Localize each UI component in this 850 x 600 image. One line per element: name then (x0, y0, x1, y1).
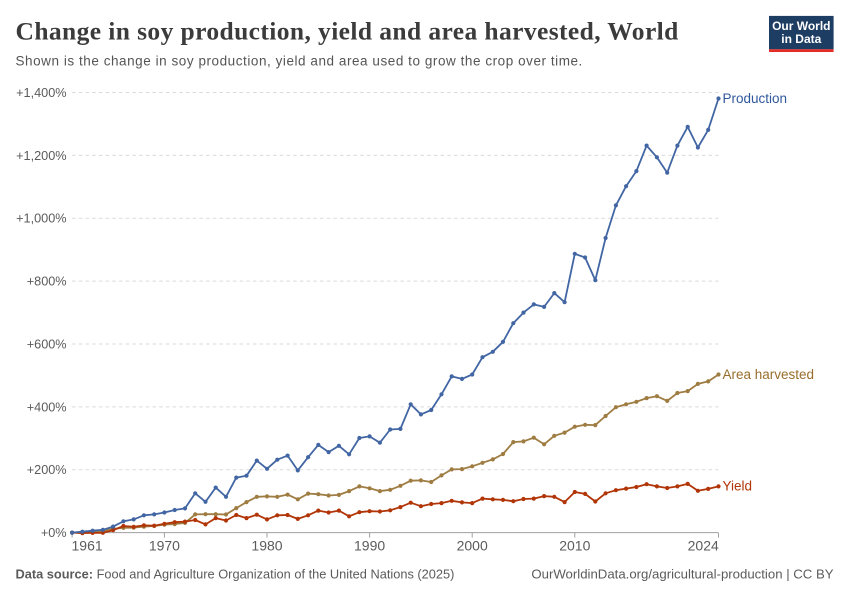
svg-text:OurWorldinData.org/agricultura: OurWorldinData.org/agricultural-producti… (531, 567, 833, 582)
svg-text:+600%: +600% (27, 338, 67, 352)
svg-text:+0%: +0% (41, 526, 67, 540)
svg-text:+800%: +800% (27, 275, 67, 289)
svg-text:Shown is the change in soy pro: Shown is the change in soy production, y… (16, 54, 583, 69)
svg-text:+1,200%: +1,200% (16, 149, 66, 163)
svg-text:in Data: in Data (781, 32, 821, 46)
svg-text:2024: 2024 (688, 538, 719, 554)
svg-text:2000: 2000 (457, 538, 488, 554)
svg-text:+400%: +400% (27, 400, 67, 414)
svg-text:1970: 1970 (149, 538, 180, 554)
svg-text:+200%: +200% (27, 463, 67, 477)
svg-text:Area harvested: Area harvested (723, 367, 815, 382)
svg-text:Production: Production (723, 91, 788, 106)
svg-text:1990: 1990 (354, 538, 385, 554)
svg-text:Change in soy production, yiel: Change in soy production, yield and area… (16, 17, 679, 46)
svg-text:2010: 2010 (559, 538, 590, 554)
svg-text:Yield: Yield (723, 479, 753, 494)
svg-text:1961: 1961 (72, 538, 103, 554)
svg-text:+1,000%: +1,000% (16, 212, 66, 226)
svg-text:Data source: Food and Agricult: Data source: Food and Agriculture Organi… (16, 567, 455, 582)
svg-text:1980: 1980 (251, 538, 282, 554)
svg-text:+1,400%: +1,400% (16, 86, 66, 100)
svg-text:Our World: Our World (772, 19, 830, 33)
